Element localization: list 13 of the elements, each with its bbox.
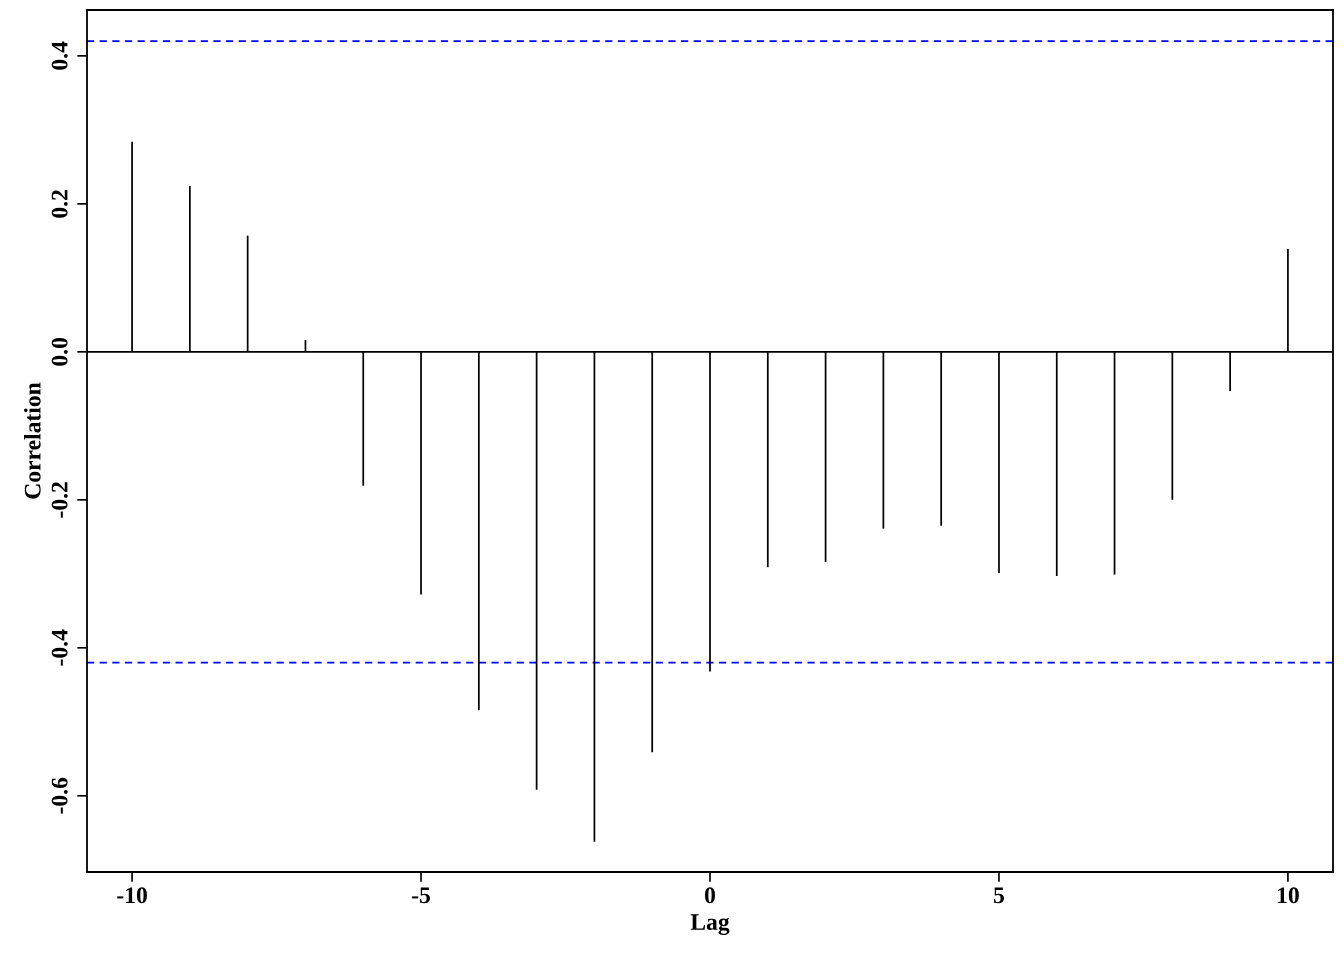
- x-tick-label: 10: [1278, 887, 1299, 904]
- y-tick-label: -0.4: [51, 629, 68, 666]
- x-tick-label: 0: [705, 887, 715, 904]
- y-tick-label: 0.2: [51, 190, 68, 218]
- y-tick-label: 0.4: [51, 41, 68, 70]
- y-tick-label: 0.0: [51, 337, 68, 366]
- y-tick-label: -0.6: [51, 777, 68, 814]
- y-tick-label: -0.2: [51, 482, 68, 518]
- x-tick-label: -10: [117, 887, 147, 904]
- x-tick-label: -5: [412, 887, 431, 904]
- y-axis-title: Correlation: [24, 382, 41, 499]
- x-axis-title: Lag: [690, 914, 730, 935]
- x-tick-label: 5: [994, 887, 1004, 904]
